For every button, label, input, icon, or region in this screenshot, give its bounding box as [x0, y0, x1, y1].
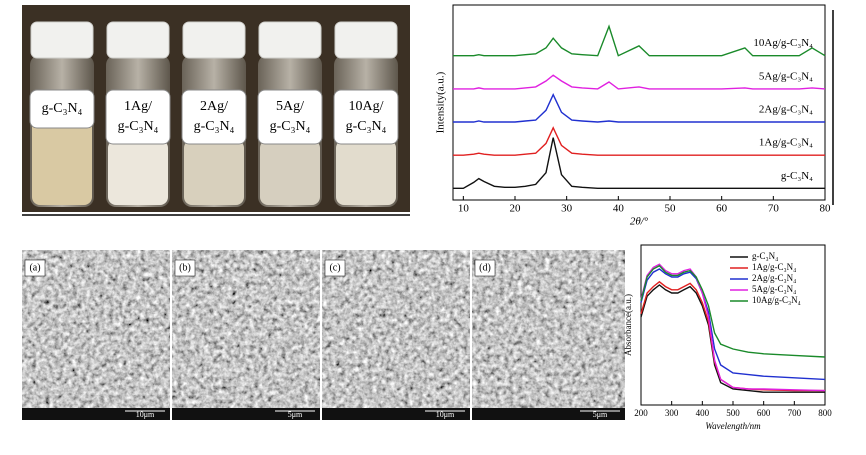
vial-label: g-C₃N₄	[194, 119, 235, 134]
series-label: 5Ag/g-C₃N₄	[759, 70, 813, 82]
x-tick-label: 20	[510, 203, 522, 215]
x-tick-label: 200	[634, 408, 648, 418]
vial-label: g-C₃N₄	[270, 119, 311, 134]
panel-label-box	[174, 259, 196, 277]
series-line	[640, 263, 826, 392]
vial-label-box	[181, 89, 247, 145]
y-axis-label: Intensity(a.u.)	[435, 71, 447, 133]
sem-image	[22, 250, 170, 420]
legend-label: 2Ag/g-C₃N₄	[752, 273, 796, 283]
vial-label-box	[29, 89, 95, 129]
series-line	[640, 284, 825, 393]
panel-label-box	[324, 259, 346, 277]
x-tick-label: 40	[613, 203, 625, 215]
vial-label: 1Ag/	[124, 99, 152, 114]
series-label: 1Ag/g-C₃N₄	[759, 137, 813, 149]
series-line	[453, 93, 825, 123]
vial-cap	[182, 21, 246, 59]
vial-label: g-C₃N₄	[346, 119, 387, 134]
vial-label-box	[105, 89, 171, 145]
vial-label: 10Ag/	[349, 99, 384, 114]
x-tick-label: 50	[665, 203, 677, 215]
x-tick-label: 800	[818, 408, 832, 418]
panel-label: (b)	[179, 262, 191, 273]
vial-cap	[106, 21, 170, 59]
panel-label-box	[474, 259, 496, 277]
legend-label: 5Ag/g-C₃N₄	[752, 284, 796, 294]
x-tick-label: 400	[696, 408, 710, 418]
panel-label: (c)	[329, 262, 340, 273]
series-line	[640, 268, 826, 381]
legend-label: 1Ag/g-C₃N₄	[752, 262, 796, 272]
vial-label: 2Ag/	[200, 99, 228, 114]
series-line	[453, 74, 826, 90]
vial-label: g-C₃N₄	[42, 101, 83, 116]
scale-label: 10μm	[436, 410, 455, 419]
vial-powder	[184, 140, 244, 205]
vial-cap	[334, 21, 398, 59]
x-tick-label: 60	[716, 203, 728, 215]
y-axis-label: Absorbance(a.u.)	[623, 294, 633, 356]
legend-label: 10Ag/g-C₃N₄	[752, 295, 801, 305]
scale-label: 5μm	[288, 410, 303, 419]
x-tick-label: 600	[757, 408, 771, 418]
x-axis-label: 2θ/°	[630, 216, 649, 228]
vial-label-box	[333, 89, 399, 145]
series-label: 10Ag/g-C₃N₄	[753, 37, 813, 49]
vial-powder	[32, 110, 92, 205]
plot-frame	[640, 244, 826, 406]
x-tick-label: 700	[788, 408, 802, 418]
x-tick-label: 10	[458, 203, 470, 215]
panel-label-box	[24, 259, 46, 277]
series-line	[453, 137, 825, 189]
x-tick-label: 500	[726, 408, 740, 418]
vial-powder	[260, 140, 320, 205]
vial-label: 5Ag/	[276, 99, 304, 114]
x-tick-label: 30	[561, 203, 573, 215]
legend-label: g-C₃N₄	[752, 251, 778, 261]
plot-frame	[452, 4, 826, 201]
sem-image	[472, 250, 625, 420]
series-line	[640, 264, 826, 358]
vial-cap	[30, 21, 94, 59]
series-label: 2Ag/g-C₃N₄	[759, 104, 813, 116]
panel-label: (a)	[29, 262, 40, 273]
sem-image	[322, 250, 470, 420]
vial-label: g-C₃N₄	[118, 119, 159, 134]
vial-cap	[258, 21, 322, 59]
vial-powder	[336, 140, 396, 205]
x-tick-label: 80	[820, 203, 832, 215]
vial-powder	[108, 140, 168, 205]
x-tick-label: 300	[665, 408, 679, 418]
series-line	[453, 24, 826, 57]
scale-label: 10μm	[136, 410, 155, 419]
series-line	[453, 126, 825, 156]
series-label: g-C₃N₄	[781, 170, 813, 182]
x-tick-label: 70	[768, 203, 780, 215]
scale-label: 5μm	[593, 410, 608, 419]
x-axis-label: Wavelength/nm	[705, 421, 761, 431]
panel-label: (d)	[479, 262, 491, 273]
vial-label-box	[257, 89, 323, 145]
sem-image	[172, 250, 320, 420]
